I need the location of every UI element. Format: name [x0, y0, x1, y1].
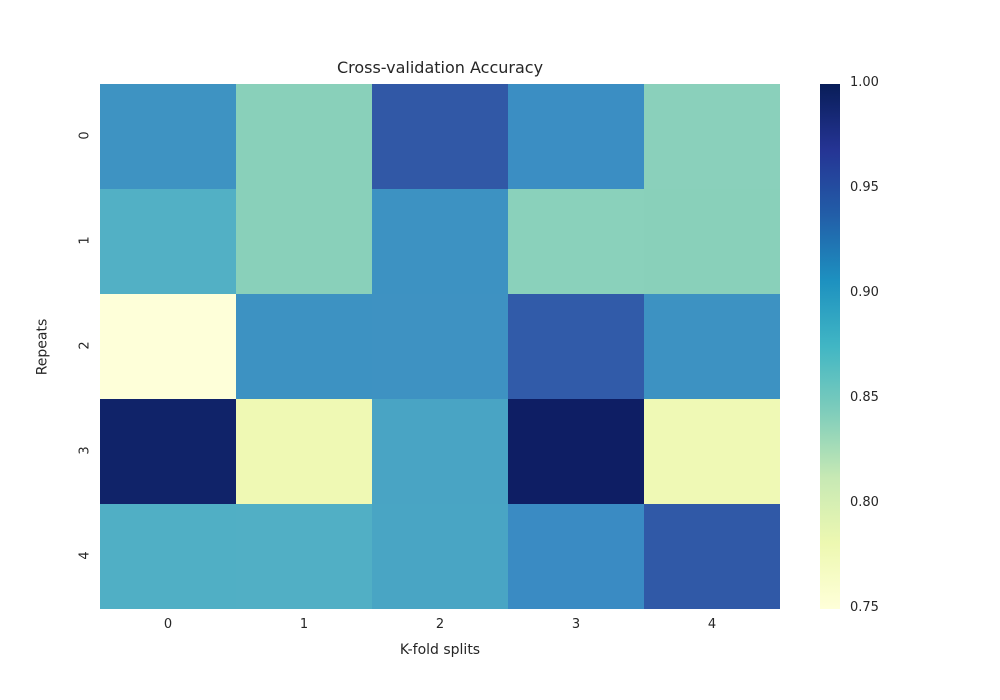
heatmap-cell [100, 504, 236, 609]
heatmap-cell [236, 294, 372, 399]
x-tick-label: 4 [682, 617, 742, 632]
colorbar-tick-label: 0.80 [850, 495, 879, 510]
heatmap-cell [100, 294, 236, 399]
heatmap-cell [508, 294, 644, 399]
heatmap-cell [236, 399, 372, 504]
x-tick-label: 1 [274, 617, 334, 632]
heatmap-cell [644, 84, 780, 189]
heatmap-cell [644, 399, 780, 504]
x-axis-label: K-fold splits [100, 642, 780, 658]
heatmap-cell [236, 84, 372, 189]
y-tick-label: 2 [78, 315, 93, 375]
colorbar-tick-label: 1.00 [850, 75, 879, 90]
heatmap-cell [508, 84, 644, 189]
heatmap-cell [644, 504, 780, 609]
colorbar-tick-label: 0.90 [850, 285, 879, 300]
heatmap-cell [372, 504, 508, 609]
colorbar-tick-label: 0.85 [850, 390, 879, 405]
chart-title: Cross-validation Accuracy [100, 58, 780, 77]
colorbar-tick-label: 0.95 [850, 180, 879, 195]
heatmap-cell [644, 189, 780, 294]
y-tick-label: 4 [78, 525, 93, 585]
heatmap-cell [100, 399, 236, 504]
colorbar [820, 84, 840, 609]
heatmap-cell [372, 294, 508, 399]
x-tick-label: 2 [410, 617, 470, 632]
heatmap-cell [508, 189, 644, 294]
heatmap-grid [100, 84, 780, 609]
heatmap-area [100, 84, 780, 609]
heatmap-cell [508, 504, 644, 609]
heatmap-cell [372, 189, 508, 294]
colorbar-tick-label: 0.75 [850, 600, 879, 615]
y-axis-label: Repeats [35, 85, 51, 610]
y-tick-label: 1 [78, 210, 93, 270]
heatmap-cell [100, 189, 236, 294]
heatmap-cell [644, 294, 780, 399]
heatmap-cell [236, 504, 372, 609]
colorbar-gradient [820, 84, 840, 609]
heatmap-cell [372, 399, 508, 504]
x-tick-label: 3 [546, 617, 606, 632]
x-tick-label: 0 [138, 617, 198, 632]
y-tick-label: 3 [78, 420, 93, 480]
heatmap-cell [100, 84, 236, 189]
y-tick-label: 0 [78, 105, 93, 165]
heatmap-cell [372, 84, 508, 189]
heatmap-cell [508, 399, 644, 504]
heatmap-cell [236, 189, 372, 294]
